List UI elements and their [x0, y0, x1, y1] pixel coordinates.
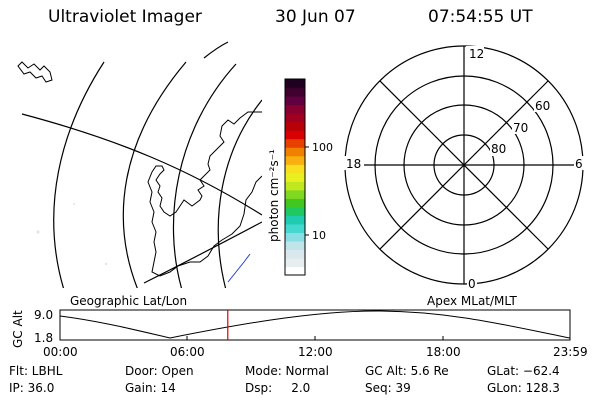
- mlt-diagonal: [379, 80, 549, 250]
- mlat-circle-80: [433, 134, 495, 196]
- mlt-diagonal: [379, 80, 549, 250]
- longitude-line: [21, 113, 262, 216]
- orbit-xtick-label: 12:00: [298, 345, 333, 359]
- mlt-label-18: 18: [346, 157, 361, 171]
- mode-info: Mode: Normal: [245, 364, 329, 378]
- longitude-line: [143, 221, 262, 284]
- dsp-info: Dsp: 2.0: [245, 381, 311, 395]
- door-info: Door: Open: [125, 364, 194, 378]
- latitude-line: [53, 61, 105, 288]
- orbit-ytick-min: 1.8: [34, 331, 53, 345]
- orbit-ylabel: GC Alt: [11, 310, 25, 348]
- gain-info: Gain: 14: [125, 381, 176, 395]
- orbit-xtick-label: 23:59: [553, 345, 588, 359]
- colorbar-cell: [285, 198, 305, 208]
- mlt-label-6: 6: [575, 157, 583, 171]
- colorbar-cell: [285, 257, 305, 268]
- colorbar-unit-label: photon cm⁻²s⁻¹: [267, 149, 281, 242]
- colorbar-cell: [285, 181, 305, 191]
- island-outline: [17, 61, 53, 83]
- longitude-line: [203, 41, 229, 59]
- colorbar-label-100: 100: [312, 141, 333, 154]
- latitude-line: [172, 63, 237, 288]
- latitude-line: [122, 61, 187, 288]
- mlat-label-80: 80: [491, 142, 506, 156]
- mlt-label-12: 12: [469, 47, 484, 61]
- orbit-xtick-label: 18:00: [426, 345, 461, 359]
- seq-info: Seq: 39: [365, 381, 411, 395]
- gc-alt-info: GC Alt: 5.6 Re: [365, 364, 449, 378]
- glon-info: GLon: 128.3: [487, 381, 560, 395]
- latitude-line: [217, 99, 262, 288]
- colorbar-cell: [285, 87, 305, 97]
- colorbar-cell: [285, 215, 305, 225]
- mlat-circle-60: [374, 75, 554, 255]
- instrument-title: Ultraviolet Imager: [48, 7, 202, 27]
- colorbar-cell: [285, 130, 305, 140]
- colorbar-cell: [285, 147, 305, 157]
- geographic-map-label: Geographic Lat/Lon: [70, 294, 188, 308]
- colorbar-cell: [285, 138, 305, 148]
- colorbar-cell: [285, 155, 305, 165]
- colorbar-cell: [285, 189, 305, 199]
- coastline: [147, 111, 262, 277]
- colorbar-cell: [285, 113, 305, 123]
- observation-date: 30 Jun 07: [275, 7, 356, 27]
- mlat-label-70: 70: [513, 121, 528, 135]
- colorbar-cell: [285, 79, 305, 89]
- colorbar-cell: [285, 249, 305, 259]
- satellite-trace: [227, 253, 251, 283]
- mlt-label-0: 0: [468, 277, 476, 291]
- colorbar-cell: [285, 206, 305, 216]
- colorbar-cell: [285, 266, 305, 276]
- colorbar-cell: [285, 104, 305, 114]
- colorbar-label-10: 10: [312, 229, 326, 242]
- ip-info: IP: 36.0: [9, 381, 55, 395]
- orbit-xtick-label: 06:00: [170, 345, 205, 359]
- mlat-label-60: 60: [535, 99, 550, 113]
- orbit-xtick-label: 00:00: [43, 345, 78, 359]
- colorbar-cell: [285, 121, 305, 131]
- colorbar-cell: [285, 172, 305, 182]
- colorbar-cell: [285, 223, 305, 233]
- orbit-ytick-max: 9.0: [34, 308, 53, 322]
- colorbar-cell: [285, 240, 305, 251]
- glat-info: GLat: −62.4: [487, 364, 560, 378]
- mlat-circle-outer: [344, 45, 584, 285]
- altitude-curve: [59, 310, 571, 339]
- colorbar-cell: [285, 164, 305, 174]
- colorbar-cell: [285, 96, 305, 106]
- magnetic-map-label: Apex MLat/MLT: [427, 294, 517, 308]
- observation-time: 07:54:55 UT: [428, 7, 533, 27]
- filter-info: Flt: LBHL: [9, 364, 63, 378]
- colorbar-cell: [285, 232, 305, 242]
- mlat-circle-70: [403, 104, 525, 226]
